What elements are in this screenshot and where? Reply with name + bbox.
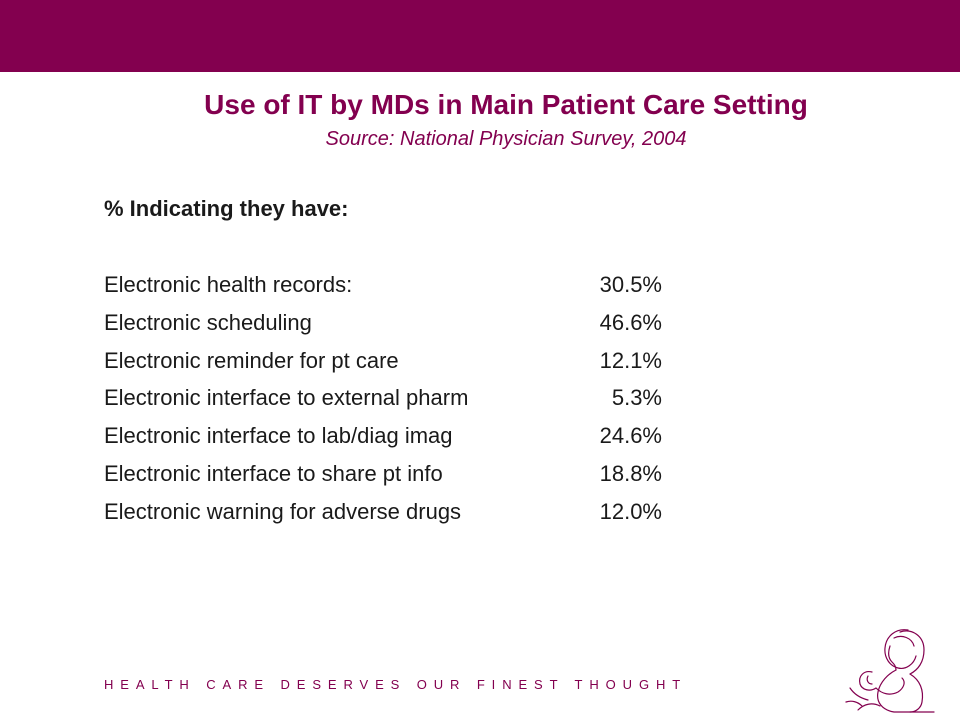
row-label: Electronic interface to lab/diag imag: [104, 423, 453, 449]
list-item: Electronic interface to share pt info 18…: [104, 459, 704, 497]
list-item: Electronic warning for adverse drugs 12.…: [104, 497, 704, 535]
row-value: 12.1%: [599, 347, 662, 373]
slide-subtitle: Source: National Physician Survey, 2004: [325, 128, 687, 150]
list-item: Electronic reminder for pt care 12.1%: [104, 346, 704, 384]
list-item: Electronic interface to external pharm 5…: [104, 383, 704, 421]
row-value: 24.6%: [599, 423, 662, 449]
row-value: 12.0%: [599, 498, 662, 524]
row-value: 30.5%: [599, 272, 662, 297]
row-label: Electronic warning for adverse drugs: [104, 498, 462, 524]
row-label: Electronic reminder for pt care: [104, 347, 399, 373]
row-value: 46.6%: [599, 309, 662, 335]
list-item: Electronic scheduling 46.6%: [104, 308, 704, 346]
mother-and-child-logo-icon: [845, 629, 935, 713]
intro-heading: % Indicating they have:: [104, 196, 349, 221]
row-label: Electronic health records:: [104, 272, 353, 297]
slide-title: Use of IT by MDs in Main Patient Care Se…: [204, 89, 808, 120]
row-value: 18.8%: [599, 460, 662, 486]
list-item: Electronic interface to lab/diag imag 24…: [104, 421, 704, 459]
top-banner: [0, 0, 960, 72]
row-label: Electronic scheduling: [104, 309, 312, 335]
row-value: 5.3%: [611, 385, 662, 411]
list-item: Electronic health records: 30.5%: [104, 270, 704, 308]
row-label: Electronic interface to external pharm: [104, 385, 469, 411]
row-label: Electronic interface to share pt info: [104, 460, 443, 486]
footer-tagline: HEALTH CARE DESERVES OUR FINEST THOUGHT: [104, 677, 688, 692]
stats-list: Electronic health records: 30.5% Electro…: [104, 270, 704, 535]
